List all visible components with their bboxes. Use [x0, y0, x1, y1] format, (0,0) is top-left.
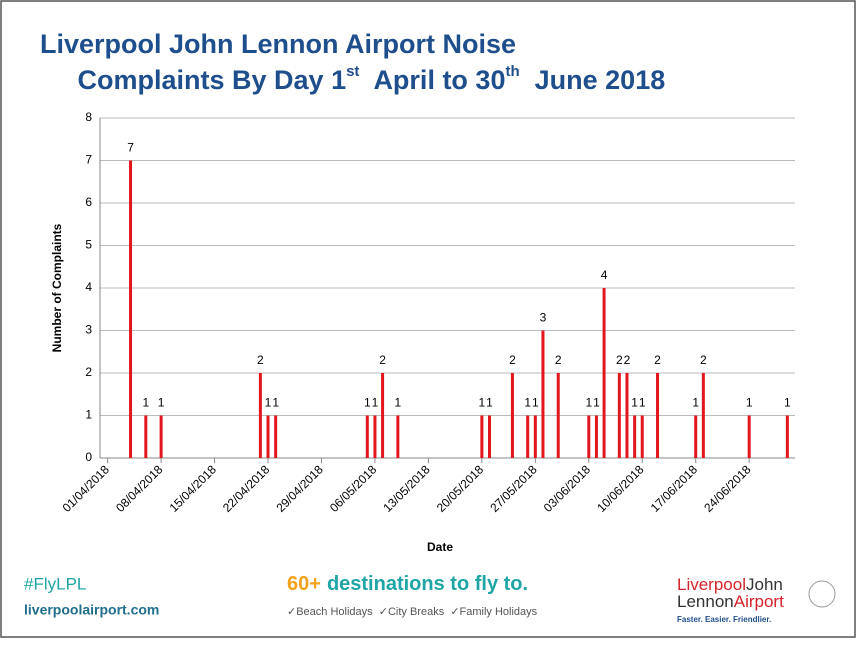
y-tick-label: 5 — [85, 238, 92, 252]
data-label: 1 — [692, 396, 699, 410]
slogan: Faster. Easier. Friendlier. — [677, 615, 771, 624]
data-label: 1 — [158, 396, 165, 410]
data-label: 2 — [379, 353, 386, 367]
bar — [381, 373, 385, 458]
data-label: 2 — [257, 353, 264, 367]
bar — [701, 373, 705, 458]
logo-part: John — [746, 575, 783, 594]
bar — [694, 415, 698, 458]
logo-icon — [808, 580, 836, 608]
title-part: June 2018 — [520, 65, 666, 95]
y-tick-label: 6 — [85, 195, 92, 209]
bar — [365, 415, 369, 458]
x-axis-label: Date — [427, 540, 453, 554]
bar — [785, 415, 789, 458]
data-label: 2 — [624, 353, 631, 367]
bar — [129, 160, 133, 458]
promo-number: 60+ — [287, 573, 321, 595]
data-label: 1 — [142, 396, 149, 410]
data-label: 1 — [784, 396, 791, 410]
data-label: 1 — [265, 396, 272, 410]
y-tick-label: 2 — [85, 365, 92, 379]
data-label: 1 — [395, 396, 402, 410]
bar — [625, 373, 629, 458]
bar — [594, 415, 598, 458]
data-label: 2 — [654, 353, 661, 367]
data-label: 2 — [509, 353, 516, 367]
data-label: 2 — [616, 353, 623, 367]
logo-part: Liverpool — [677, 575, 746, 594]
data-label: 2 — [700, 353, 707, 367]
logo-part: Airport — [734, 592, 784, 611]
y-axis-label: Number of Complaints — [50, 223, 64, 352]
bar — [541, 330, 545, 458]
bar — [258, 373, 262, 458]
y-tick-label: 4 — [85, 280, 92, 294]
data-label: 1 — [631, 396, 638, 410]
data-label: 7 — [127, 141, 134, 155]
bar — [556, 373, 560, 458]
data-label: 3 — [540, 311, 547, 325]
data-label: 1 — [479, 396, 486, 410]
data-label: 2 — [555, 353, 562, 367]
data-label: 1 — [585, 396, 592, 410]
bar — [533, 415, 537, 458]
y-tick-label: 7 — [85, 153, 92, 167]
y-tick-label: 0 — [85, 450, 92, 464]
promo: 60+ destinations to fly to. — [287, 573, 528, 595]
bar — [159, 415, 163, 458]
logo-line1: LiverpoolJohn — [677, 575, 783, 594]
bar — [640, 415, 644, 458]
bar — [617, 373, 621, 458]
data-label: 1 — [532, 396, 539, 410]
bar — [144, 415, 148, 458]
hashtag: #FlyLPL — [24, 574, 86, 593]
bar — [274, 415, 278, 458]
data-label: 1 — [524, 396, 531, 410]
bar — [488, 415, 492, 458]
title-line2: Complaints By Day 1st April to 30th June… — [40, 63, 688, 95]
bar — [587, 415, 591, 458]
data-label: 1 — [372, 396, 379, 410]
bar — [602, 288, 606, 458]
data-label: 1 — [593, 396, 600, 410]
bar — [396, 415, 400, 458]
logo-part: Lennon — [677, 592, 734, 611]
data-label: 1 — [272, 396, 279, 410]
website: liverpoolairport.com — [24, 602, 159, 618]
y-tick-label: 8 — [85, 110, 92, 124]
logo-line2: LennonAirport — [677, 592, 784, 611]
y-tick-label: 3 — [85, 323, 92, 337]
bar — [266, 415, 270, 458]
y-tick-label: 1 — [85, 408, 92, 422]
data-label: 1 — [486, 396, 493, 410]
bar — [656, 373, 660, 458]
holidays: ✓Beach Holidays ✓City Breaks ✓Family Hol… — [287, 606, 538, 618]
bar — [747, 415, 751, 458]
data-label: 1 — [364, 396, 371, 410]
title-part: April to 30 — [359, 65, 505, 95]
bar — [373, 415, 377, 458]
data-label: 1 — [639, 396, 646, 410]
bar — [480, 415, 484, 458]
title-part: Complaints By Day 1 — [78, 65, 347, 95]
data-label: 1 — [746, 396, 753, 410]
bar — [526, 415, 530, 458]
data-label: 4 — [601, 268, 608, 282]
title-sup: th — [505, 63, 519, 80]
bar — [510, 373, 514, 458]
title-line1: Liverpool John Lennon Airport Noise — [40, 29, 516, 59]
promo-text: destinations to fly to. — [327, 573, 528, 595]
bar — [633, 415, 637, 458]
title-sup: st — [346, 63, 359, 80]
